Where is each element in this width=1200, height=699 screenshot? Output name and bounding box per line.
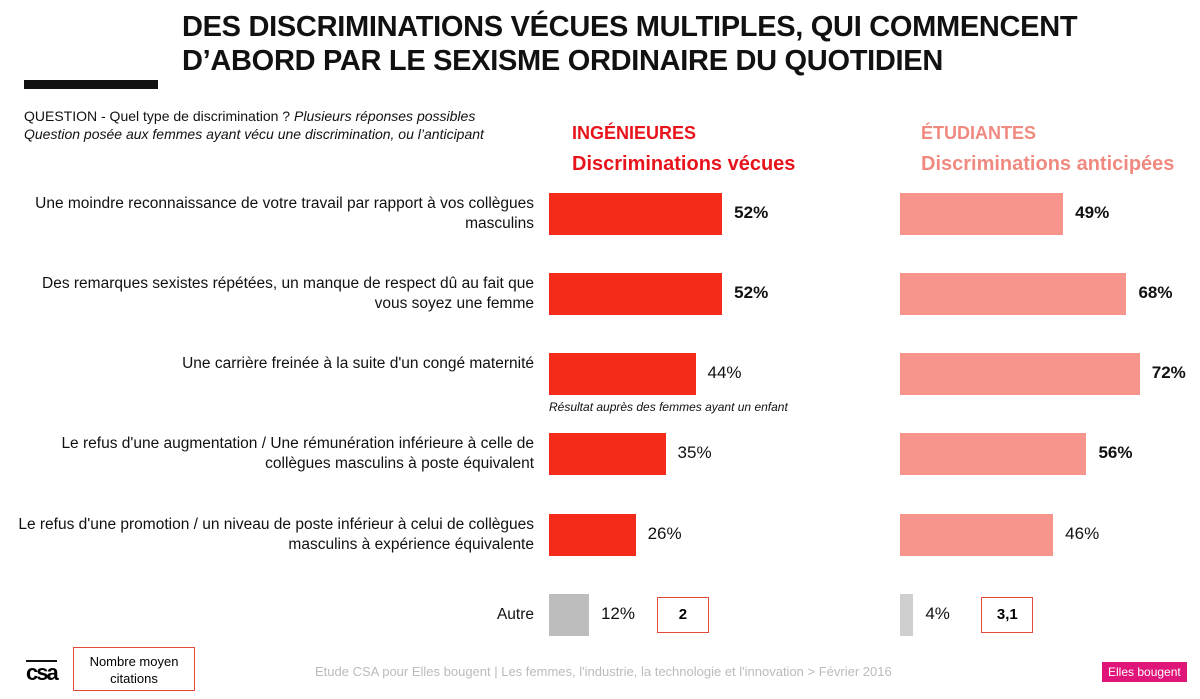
bar	[900, 193, 1064, 235]
bar	[900, 514, 1054, 556]
bar	[549, 193, 723, 235]
bar	[549, 353, 696, 395]
series-subtitle-0: Discriminations vécues	[572, 153, 796, 175]
bar	[900, 353, 1140, 395]
value-label: 52%	[734, 203, 769, 222]
mean-citations-box: 3,1	[981, 597, 1034, 633]
question-subtext: Question posée aux femmes ayant vécu une…	[24, 126, 484, 142]
chart-note: Résultat auprès des femmes ayant un enfa…	[549, 400, 788, 414]
value-label: 52%	[734, 283, 769, 302]
bar	[549, 433, 666, 475]
title-line: D’ABORD PAR LE SEXISME ORDINAIRE DU QUOT…	[182, 45, 943, 77]
value-label: 44%	[707, 363, 742, 382]
title-line: DES DISCRIMINATIONS VÉCUES MULTIPLES, QU…	[182, 11, 1078, 43]
bar	[549, 514, 636, 556]
series-name-1: ÉTUDIANTES	[921, 123, 1037, 143]
value-label: 46%	[1065, 524, 1100, 543]
mean-citations-box: 2	[656, 597, 709, 633]
value-label: 35%	[677, 443, 712, 462]
title-underline	[24, 80, 158, 89]
value-label: 68%	[1138, 283, 1173, 302]
value-label: 12%	[600, 604, 635, 623]
question-text: QUESTION - Quel type de discrimination ?…	[24, 108, 475, 124]
value-label: 49%	[1075, 203, 1110, 222]
bar	[900, 273, 1127, 315]
question-note: Plusieurs réponses possibles	[290, 108, 476, 124]
question-prefix: QUESTION - Quel type de discrimination ?	[24, 108, 291, 124]
category-label: Une moindre reconnaissance de votre trav…	[35, 195, 534, 232]
bar	[549, 594, 589, 636]
series-name-0: INGÉNIEURES	[572, 123, 697, 143]
elles-bougent-logo: Elles bougent	[1102, 662, 1187, 682]
category-label: Des remarques sexistes répétées, un manq…	[42, 275, 534, 312]
bar	[900, 433, 1087, 475]
bar	[900, 594, 914, 636]
value-label: 56%	[1098, 443, 1133, 462]
series-subtitle-1: Discriminations anticipées	[921, 153, 1175, 175]
category-label: Le refus d'une promotion / un niveau de …	[18, 516, 534, 553]
footer-text: Etude CSA pour Elles bougent | Les femme…	[315, 664, 892, 679]
csa-logo: csa	[26, 660, 59, 685]
bar	[549, 273, 723, 315]
page-title: DES DISCRIMINATIONS VÉCUES MULTIPLES, QU…	[182, 10, 1078, 78]
category-label: Une carrière freinée à la suite d'un con…	[182, 355, 534, 372]
value-label: 72%	[1151, 363, 1186, 382]
category-label: Autre	[496, 606, 534, 623]
category-label: Le refus d'une augmentation / Une rémuné…	[61, 435, 534, 472]
legend-box: Nombre moyen citations	[73, 647, 195, 691]
value-label: 26%	[647, 524, 682, 543]
value-label: 4%	[925, 604, 950, 623]
